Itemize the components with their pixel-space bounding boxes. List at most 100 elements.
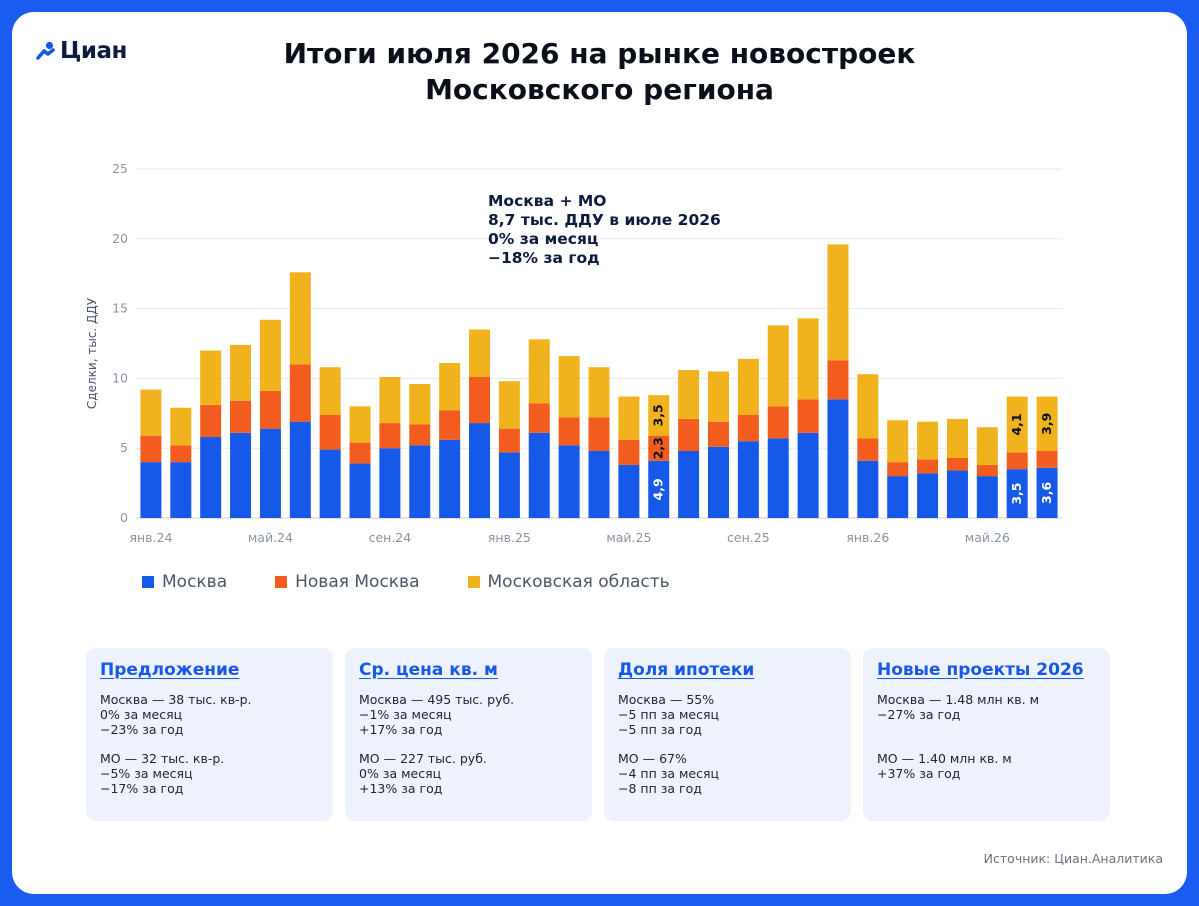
bar-segment	[946, 470, 968, 518]
summary-card: Ср. цена кв. м Москва — 495 тыс. руб. −1% …	[345, 648, 592, 821]
bar-segment	[319, 449, 341, 518]
bar-segment	[558, 445, 580, 518]
bar-segment	[289, 272, 311, 365]
bar-segment	[409, 383, 431, 425]
bar-segment	[618, 396, 640, 440]
bar-data-label: 2,3	[651, 437, 666, 459]
summary-card-line: Москва — 38 тыс. кв-р.	[100, 692, 252, 707]
bar-segment	[528, 432, 550, 518]
cian-logo-text: Циан	[60, 38, 127, 64]
bar-segment	[827, 360, 849, 400]
bar-segment	[319, 367, 341, 415]
bar-segment	[200, 350, 222, 405]
bar-segment	[170, 462, 192, 518]
summary-card-line: +17% за год	[359, 722, 443, 737]
bar-segment	[707, 446, 729, 518]
bar-segment	[827, 244, 849, 361]
source-note: Источник: Циан.Аналитика	[983, 851, 1163, 866]
summary-card-title[interactable]: Доля ипотеки	[618, 660, 755, 680]
bar-data-label: 4,1	[1009, 413, 1024, 435]
bar-segment	[498, 452, 520, 518]
bar-segment	[259, 390, 281, 429]
bar-segment	[678, 418, 700, 451]
bar-segment	[170, 407, 192, 446]
bar-segment	[230, 344, 252, 401]
x-tick-label: янв.25	[488, 530, 531, 545]
summary-card-line: МО — 227 тыс. руб.	[359, 751, 487, 766]
infographic-frame: Циан Итоги июля 2026 на рынке новостроек…	[12, 12, 1187, 894]
bar-segment	[797, 432, 819, 518]
summary-card-title[interactable]: Ср. цена кв. м	[359, 660, 498, 680]
x-tick-label: сен.24	[369, 530, 412, 545]
bar-segment	[648, 460, 670, 518]
bar-data-label: 3,5	[651, 404, 666, 426]
bar-segment	[230, 400, 252, 433]
stacked-bar-chart: 0 5 10 15 20 25 Сделки, тыс. ДДУ 4,9 2,3 3,5 3,5 4,…	[85, 161, 1062, 545]
card-spacer	[100, 737, 319, 751]
summary-card-line: −4 пп за месяц	[618, 766, 720, 781]
bar-segment	[707, 421, 729, 447]
bar-segment	[140, 435, 162, 463]
summary-card-line: −1% за месяц	[359, 707, 452, 722]
y-tick-label: 15	[112, 301, 128, 316]
summary-card: Предложение Москва — 38 тыс. кв-р. 0% за м…	[86, 648, 333, 821]
bar-segment	[648, 435, 670, 461]
bar-segment	[1036, 396, 1058, 451]
legend-item: Москва	[142, 572, 227, 592]
summary-card-line: −23% за год	[100, 722, 184, 737]
bar-segment	[1036, 467, 1058, 518]
bar-segment	[200, 437, 222, 518]
summary-card-title[interactable]: Новые проекты 2026	[877, 660, 1084, 680]
bar-segment	[558, 417, 580, 446]
bar-segment	[1036, 450, 1058, 468]
y-tick-label: 0	[120, 510, 128, 525]
bar-segment	[737, 414, 759, 442]
summary-card-line: +13% за год	[359, 781, 443, 796]
bar-segment	[857, 438, 879, 461]
y-axis-label: Сделки, тыс. ДДУ	[85, 297, 99, 409]
bar-data-label: 4,9	[651, 478, 666, 500]
legend-label: Московская область	[487, 572, 670, 592]
bar-segment	[528, 339, 550, 404]
bar-segment	[469, 423, 491, 518]
bar-segment	[917, 421, 939, 460]
bar-segment	[976, 464, 998, 477]
legend-item: Московская область	[467, 572, 670, 592]
summary-card-line: −5% за месяц	[100, 766, 193, 781]
summary-card-title[interactable]: Предложение	[100, 660, 240, 680]
page-title-line-1: Итоги июля 2026 на рынке новостроек	[283, 37, 916, 70]
bar-segment	[678, 450, 700, 518]
bar-segment	[439, 439, 461, 518]
summary-card-line: Москва — 1.48 млн кв. м	[877, 692, 1039, 707]
bar-segment	[857, 374, 879, 439]
bar-segment	[259, 319, 281, 391]
legend-label: Новая Москва	[295, 572, 420, 592]
bar-segment	[767, 438, 789, 518]
summary-card-line: МО — 1.40 млн кв. м	[877, 751, 1012, 766]
bar-segment	[349, 406, 371, 443]
bar-segment	[498, 381, 520, 429]
bar-segment	[379, 377, 401, 424]
bar-segment	[737, 358, 759, 415]
bar-segment	[767, 325, 789, 407]
bar-segment	[588, 367, 610, 418]
bar-segment	[887, 476, 909, 518]
bar-segment	[469, 377, 491, 424]
bar-segment	[827, 399, 849, 518]
summary-card-line: Москва — 495 тыс. руб.	[359, 692, 515, 707]
bar-segment	[707, 371, 729, 422]
card-spacer	[618, 737, 837, 751]
y-tick-label: 20	[112, 231, 128, 246]
bar-segment	[1006, 452, 1028, 470]
bar-segment	[439, 363, 461, 411]
summary-card-line: Москва — 55%	[618, 692, 715, 707]
legend-swatch	[467, 576, 480, 588]
bar-segment	[618, 464, 640, 518]
x-tick-label: сен.25	[727, 530, 770, 545]
bar-segment	[379, 448, 401, 518]
bar-segment	[319, 414, 341, 450]
summary-card-line: −8 пп за год	[618, 781, 702, 796]
bar-segment	[498, 428, 520, 453]
bar-segment	[439, 410, 461, 440]
summary-card-line: МО — 32 тыс. кв-р.	[100, 751, 225, 766]
